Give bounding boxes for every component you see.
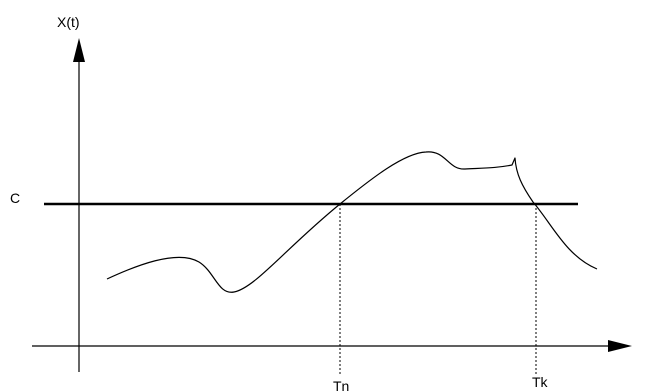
level-label: C xyxy=(10,190,20,206)
y-axis-arrowhead xyxy=(73,38,85,62)
tn-label: Tn xyxy=(333,378,349,392)
x-axis-arrowhead xyxy=(608,340,632,352)
tk-label: Tk xyxy=(532,374,549,390)
y-axis-label: X(t) xyxy=(57,14,80,30)
process-curve xyxy=(106,151,598,293)
